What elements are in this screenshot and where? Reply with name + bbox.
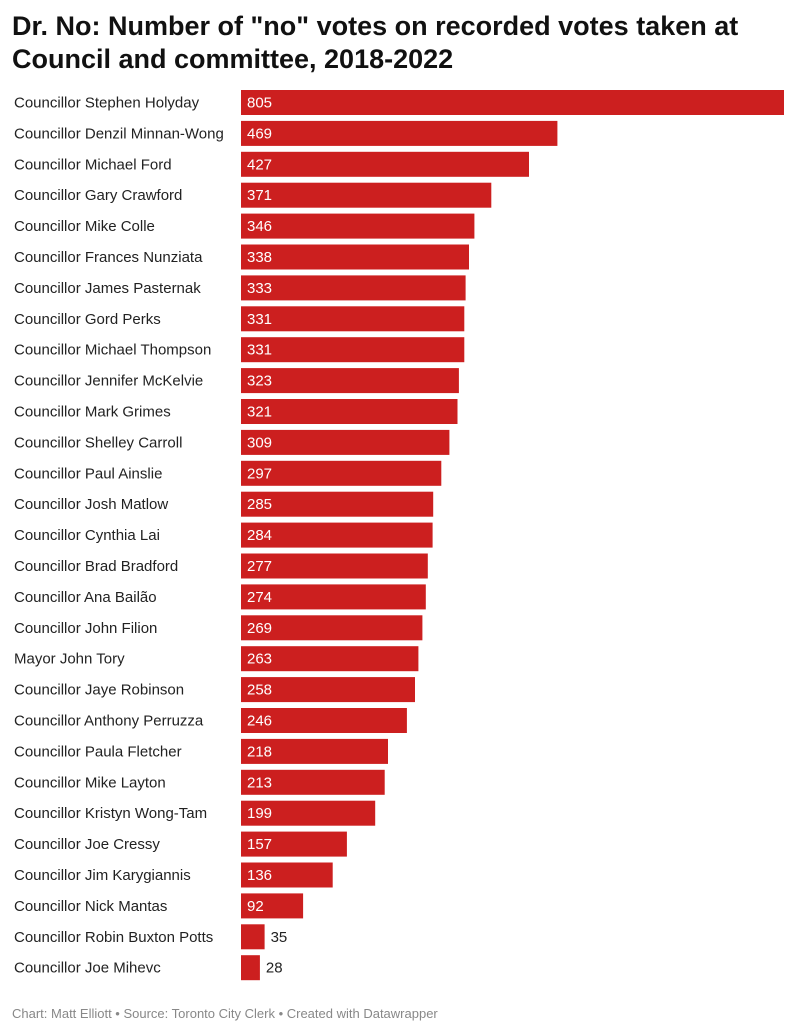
category-label: Councillor Paul Ainslie: [14, 465, 162, 482]
bar: [241, 831, 347, 857]
value-label: 157: [247, 836, 272, 853]
category-label: Councillor Gary Crawford: [14, 187, 182, 204]
category-label: Councillor Stephen Holyday: [14, 95, 200, 112]
category-label: Councillor Cynthia Lai: [14, 527, 160, 544]
value-label: 246: [247, 713, 272, 730]
bar: [241, 337, 465, 363]
bar: [241, 275, 466, 301]
value-label: 331: [247, 311, 272, 328]
category-label: Councillor Denzil Minnan-Wong: [14, 125, 224, 142]
bar: [241, 491, 434, 517]
value-label: 371: [247, 187, 272, 204]
value-label: 297: [247, 465, 272, 482]
value-label: 269: [247, 620, 272, 637]
bar: [241, 522, 433, 548]
category-label: Councillor James Pasternak: [14, 280, 201, 297]
value-label: 274: [247, 589, 272, 606]
value-label: 92: [247, 898, 264, 915]
category-label: Councillor Jaye Robinson: [14, 682, 184, 699]
value-label: 309: [247, 434, 272, 451]
bar: [241, 90, 784, 115]
value-label: 136: [247, 867, 272, 884]
bar: [241, 955, 260, 981]
category-label: Councillor Shelley Carroll: [14, 434, 182, 451]
bar: [241, 151, 529, 177]
chart-footer: Chart: Matt Elliott • Source: Toronto Ci…: [12, 1006, 438, 1021]
category-label: Councillor Nick Mantas: [14, 898, 167, 915]
bar: [241, 399, 458, 424]
value-label: 331: [247, 342, 272, 359]
value-label: 285: [247, 496, 272, 513]
bar: [241, 460, 442, 486]
bar: [241, 120, 558, 146]
value-label: 199: [247, 805, 272, 822]
bar: [241, 584, 426, 610]
category-label: Councillor Jennifer McKelvie: [14, 373, 203, 390]
value-label: 218: [247, 743, 272, 760]
value-label: 277: [247, 558, 272, 575]
bar: [241, 553, 428, 579]
value-label: 321: [247, 404, 272, 421]
bar: [241, 893, 304, 919]
chart-title: Dr. No: Number of "no" votes on recorded…: [12, 11, 739, 74]
bar: [241, 213, 475, 239]
value-label: 323: [247, 373, 272, 390]
category-label: Councillor Gord Perks: [14, 311, 161, 328]
category-label: Councillor Robin Buxton Potts: [14, 929, 213, 946]
bar: [241, 677, 415, 703]
value-label: 284: [247, 527, 272, 544]
bar: [241, 769, 385, 795]
category-label: Councillor Paula Fletcher: [14, 743, 182, 760]
bar: [241, 708, 407, 733]
value-label: 805: [247, 95, 272, 112]
value-label: 469: [247, 125, 272, 142]
bar: [241, 615, 423, 641]
bar: [241, 800, 376, 826]
bar: [241, 862, 333, 888]
value-label: 258: [247, 682, 272, 699]
bar: [241, 244, 469, 270]
bar: [241, 646, 419, 672]
category-label: Councillor Ana Bailão: [14, 589, 157, 606]
category-label: Councillor Jim Karygiannis: [14, 867, 191, 884]
bar-chart: Councillor Stephen Holyday 805 Councillor …: [14, 90, 784, 981]
category-label: Councillor Anthony Perruzza: [14, 713, 204, 730]
category-label: Councillor Michael Ford: [14, 156, 172, 173]
category-label: Councillor Joe Cressy: [14, 836, 160, 853]
value-label: 35: [271, 929, 288, 946]
category-label: Councillor Mike Colle: [14, 218, 155, 235]
value-label: 427: [247, 156, 272, 173]
category-label: Councillor Brad Bradford: [14, 558, 178, 575]
bar: [241, 306, 465, 332]
category-label: Councillor John Filion: [14, 620, 157, 637]
category-label: Councillor Joe Mihevc: [14, 960, 161, 977]
value-label: 263: [247, 651, 272, 668]
category-label: Councillor Josh Matlow: [14, 496, 168, 513]
value-label: 213: [247, 774, 272, 791]
category-label: Councillor Mike Layton: [14, 774, 166, 791]
category-label: Mayor John Tory: [14, 651, 125, 668]
bar: [241, 429, 450, 455]
value-label: 338: [247, 249, 272, 266]
value-label: 346: [247, 218, 272, 235]
value-label: 333: [247, 280, 272, 297]
bar: [241, 924, 265, 950]
bar: [241, 738, 388, 764]
category-label: Councillor Mark Grimes: [14, 404, 171, 421]
category-label: Councillor Frances Nunziata: [14, 249, 203, 266]
bar: [241, 182, 492, 208]
category-label: Councillor Michael Thompson: [14, 342, 211, 359]
value-label: 28: [266, 960, 283, 977]
category-label: Councillor Kristyn Wong-Tam: [14, 805, 207, 822]
bar: [241, 368, 459, 394]
